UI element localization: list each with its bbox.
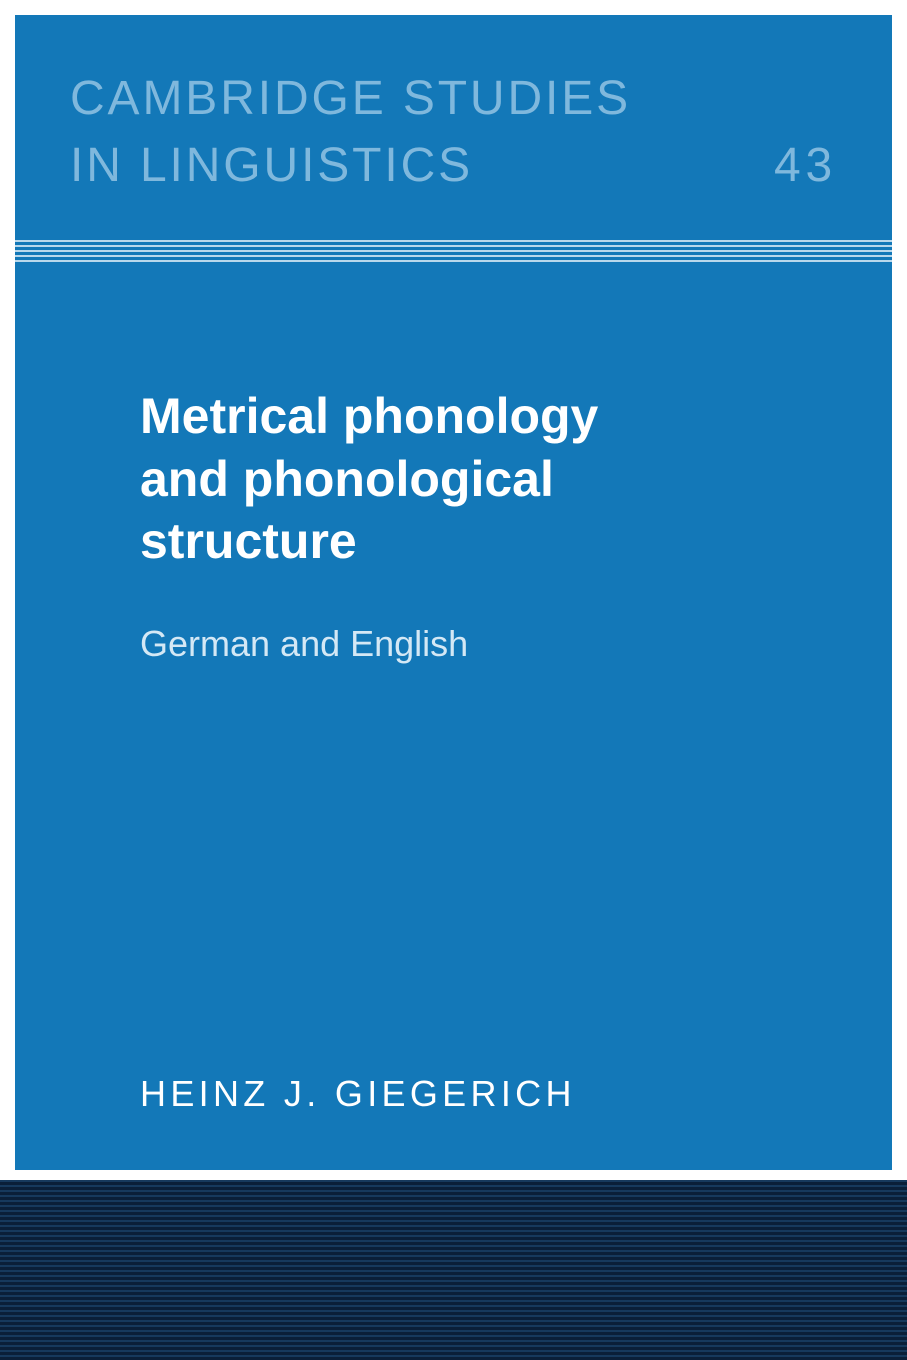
- author-name: HEINZ J. GIEGERICH: [140, 1073, 576, 1115]
- rule-line: [15, 240, 892, 242]
- series-line-2-wrap: IN LINGUISTICS 43: [70, 132, 837, 199]
- main-panel: CAMBRIDGE STUDIES IN LINGUISTICS 43 Metr…: [15, 15, 892, 1175]
- title-line-1: Metrical phonology: [140, 385, 812, 448]
- title-line-3: structure: [140, 510, 812, 573]
- hatch-pattern: [0, 1180, 907, 1360]
- series-line-1: CAMBRIDGE STUDIES: [70, 65, 837, 132]
- bottom-rule: [0, 1170, 907, 1176]
- book-subtitle: German and English: [140, 623, 812, 665]
- rule-line: [15, 245, 892, 247]
- book-cover: CAMBRIDGE STUDIES IN LINGUISTICS 43 Metr…: [0, 0, 907, 1360]
- title-line-2: and phonological: [140, 448, 812, 511]
- rule-line: [15, 255, 892, 257]
- bottom-band: [0, 1180, 907, 1360]
- series-line-2: IN LINGUISTICS: [70, 132, 473, 199]
- series-name: CAMBRIDGE STUDIES IN LINGUISTICS 43: [70, 65, 837, 199]
- rule-band-top: [15, 240, 892, 270]
- series-number: 43: [774, 132, 837, 199]
- book-title: Metrical phonology and phonological stru…: [140, 385, 812, 573]
- rule-line: [15, 250, 892, 252]
- rule-line: [15, 260, 892, 262]
- series-header: CAMBRIDGE STUDIES IN LINGUISTICS 43: [15, 15, 892, 239]
- content-block: Metrical phonology and phonological stru…: [140, 385, 812, 665]
